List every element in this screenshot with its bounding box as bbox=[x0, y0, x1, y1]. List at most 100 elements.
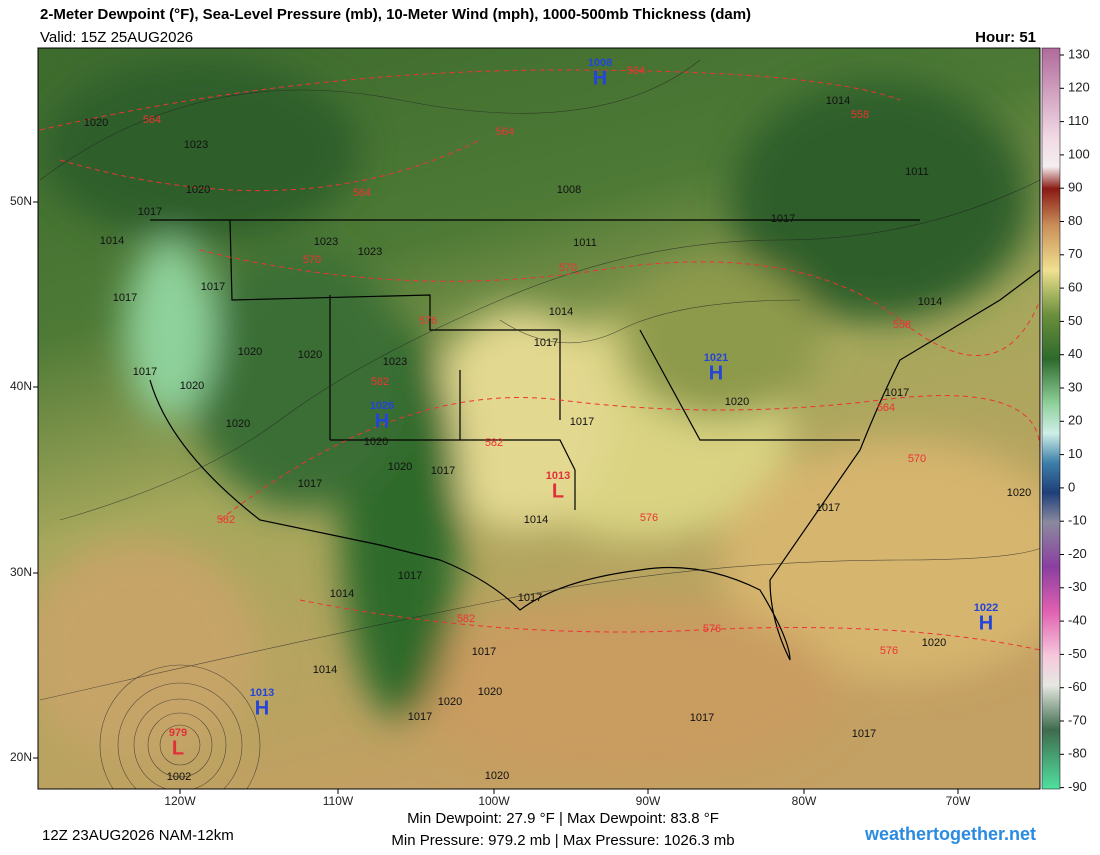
colorbar-label: -50 bbox=[1068, 646, 1087, 661]
title: 2-Meter Dewpoint (°F), Sea-Level Pressur… bbox=[40, 6, 751, 23]
colorbar-label: -10 bbox=[1068, 513, 1087, 528]
valid-time: Valid: 15Z 25AUG2026 bbox=[40, 29, 193, 46]
colorbar-label: 40 bbox=[1068, 346, 1082, 361]
pressure-value: 1013 bbox=[546, 470, 570, 482]
colorbar-label: 100 bbox=[1068, 146, 1090, 161]
pressure-letter: H bbox=[375, 410, 389, 432]
latitude-label: 40N bbox=[10, 379, 32, 393]
thickness-label: 558 bbox=[893, 319, 911, 331]
thickness-label: 576 bbox=[880, 645, 898, 657]
colorbar-label: 130 bbox=[1068, 46, 1090, 61]
latitude-label: 30N bbox=[10, 565, 32, 579]
pressure-value: 1008 bbox=[588, 57, 612, 69]
site-link[interactable]: weathertogether.net bbox=[864, 824, 1036, 844]
colorbar-label: 110 bbox=[1068, 113, 1089, 128]
isobar-label: 1014 bbox=[330, 588, 354, 600]
isobar-label: 1020 bbox=[298, 349, 322, 361]
thickness-label: 570 bbox=[908, 453, 926, 465]
isobar-label: 1002 bbox=[167, 771, 191, 783]
longitude-label: 80W bbox=[792, 794, 817, 808]
isobar-label: 1023 bbox=[358, 246, 382, 258]
longitude-label: 100W bbox=[478, 794, 510, 808]
longitude-label: 110W bbox=[323, 794, 354, 808]
thickness-label: 576 bbox=[419, 315, 437, 327]
isobar-label: 1020 bbox=[478, 686, 502, 698]
pressure-letter: L bbox=[172, 737, 184, 759]
thickness-label: 582 bbox=[217, 514, 235, 526]
isobar-label: 1023 bbox=[184, 139, 208, 151]
isobar-label: 1017 bbox=[472, 646, 496, 658]
pressure-value: 1021 bbox=[704, 352, 728, 364]
colorbar-label: 80 bbox=[1068, 213, 1082, 228]
pressure-letter: L bbox=[552, 480, 564, 502]
latitude-label: 20N bbox=[10, 750, 32, 764]
isobar-label: 1017 bbox=[113, 292, 137, 304]
isobar-label: 1017 bbox=[138, 206, 162, 218]
thickness-label: 570 bbox=[559, 262, 577, 274]
thickness-label: 558 bbox=[851, 109, 869, 121]
isobar-label: 1020 bbox=[1007, 487, 1031, 499]
isobar-label: 1020 bbox=[186, 184, 210, 196]
thickness-label: 582 bbox=[371, 376, 389, 388]
colorbar-label: 10 bbox=[1068, 446, 1082, 461]
colorbar-label: -40 bbox=[1068, 613, 1087, 628]
colorbar-label: 120 bbox=[1068, 80, 1090, 95]
isobar-label: 1011 bbox=[573, 237, 597, 249]
isobar-label: 1020 bbox=[238, 346, 262, 358]
isobar-label: 1020 bbox=[364, 436, 388, 448]
isobar-label: 1017 bbox=[201, 281, 225, 293]
colorbar-label: 60 bbox=[1068, 280, 1082, 295]
isobar-label: 1020 bbox=[725, 396, 749, 408]
pressure-letter: H bbox=[255, 697, 269, 719]
longitude-label: 90W bbox=[636, 794, 661, 808]
thickness-label: 570 bbox=[303, 254, 321, 266]
colorbar-label: 70 bbox=[1068, 246, 1082, 261]
model-run: 12Z 23AUG2026 NAM-12km bbox=[42, 827, 234, 844]
isobar-label: 1017 bbox=[133, 366, 157, 378]
colorbar-label: -90 bbox=[1068, 779, 1087, 794]
isobar-label: 1020 bbox=[922, 637, 946, 649]
isobar-label: 1017 bbox=[518, 592, 542, 604]
thickness-label: 582 bbox=[457, 613, 475, 625]
thickness-label: 564 bbox=[627, 65, 645, 77]
longitude-label: 120W bbox=[164, 794, 196, 808]
isobar-label: 1017 bbox=[408, 711, 432, 723]
colorbar-label: 20 bbox=[1068, 413, 1082, 428]
isobar-label: 1017 bbox=[570, 416, 594, 428]
colorbar-label: -30 bbox=[1068, 579, 1087, 594]
isobar-label: 1017 bbox=[690, 712, 714, 724]
isobar-label: 1017 bbox=[816, 502, 840, 514]
pressure-value: 1022 bbox=[974, 602, 998, 614]
isobar-label: 1020 bbox=[226, 418, 250, 430]
isobar-label: 1017 bbox=[534, 337, 558, 349]
isobar-label: 1017 bbox=[852, 728, 876, 740]
isobar-label: 1014 bbox=[313, 664, 337, 676]
isobar-label: 1014 bbox=[918, 296, 942, 308]
pressure-range: Min Pressure: 979.2 mb | Max Pressure: 1… bbox=[391, 832, 734, 849]
colorbar-label: 90 bbox=[1068, 180, 1082, 195]
thickness-label: 582 bbox=[485, 437, 503, 449]
thickness-label: 576 bbox=[703, 623, 721, 635]
pressure-letter: H bbox=[709, 362, 723, 384]
isobar-label: 1020 bbox=[180, 380, 204, 392]
thickness-label: 564 bbox=[143, 114, 161, 126]
thickness-label: 576 bbox=[640, 512, 658, 524]
colorbar-label: -20 bbox=[1068, 546, 1087, 561]
isobar-label: 1014 bbox=[524, 514, 548, 526]
isobar-label: 1017 bbox=[771, 213, 795, 225]
isobar-label: 1017 bbox=[431, 465, 455, 477]
dewpoint-range: Min Dewpoint: 27.9 °F | Max Dewpoint: 83… bbox=[407, 810, 719, 827]
isobar-label: 1023 bbox=[314, 236, 338, 248]
latitude-label: 50N bbox=[10, 194, 32, 208]
pressure-value: 1013 bbox=[250, 687, 274, 699]
isobar-label: 1017 bbox=[398, 570, 422, 582]
pressure-value: 1026 bbox=[370, 400, 394, 412]
forecast-hour: Hour: 51 bbox=[975, 29, 1036, 46]
isobar-label: 1023 bbox=[383, 356, 407, 368]
colorbar-label: -70 bbox=[1068, 712, 1087, 727]
isobar-label: 1020 bbox=[84, 117, 108, 129]
thickness-label: 564 bbox=[353, 187, 371, 199]
isobar-label: 1017 bbox=[885, 387, 909, 399]
isobar-label: 1020 bbox=[485, 770, 509, 782]
